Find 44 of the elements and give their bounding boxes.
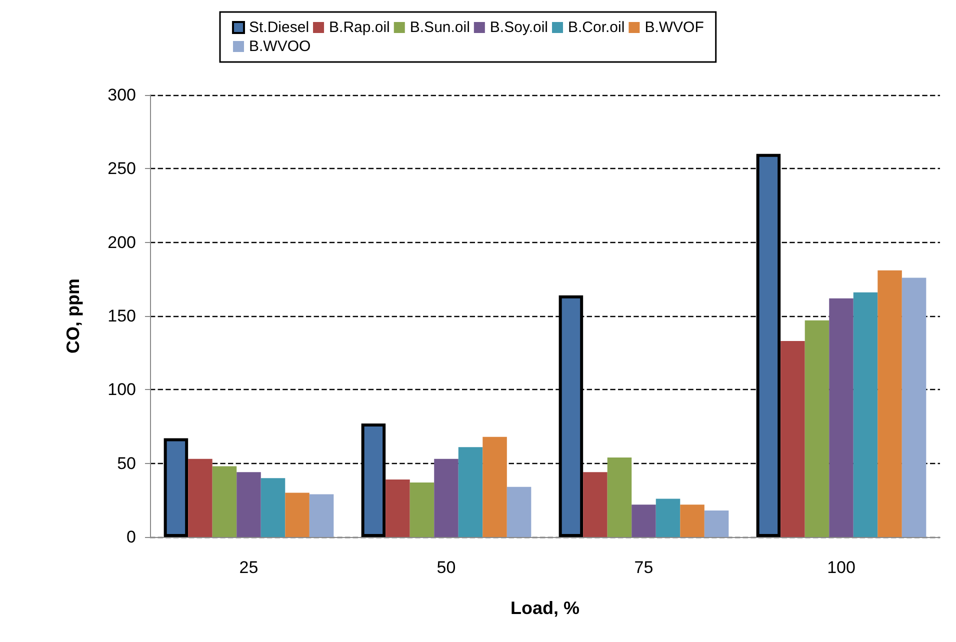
bar [680, 504, 704, 537]
x-tick-label: 100 [827, 558, 856, 577]
bar [236, 472, 261, 537]
bar [853, 292, 878, 537]
bar [656, 498, 680, 537]
legend-label: B.WVOO [249, 38, 311, 55]
y-tick-label: 200 [108, 232, 136, 252]
bar [632, 504, 656, 537]
x-axis-title: Load, % [510, 598, 580, 618]
bar [458, 447, 483, 537]
bar [188, 458, 212, 537]
x-tick-label: 75 [634, 558, 654, 577]
bar [878, 270, 902, 537]
legend-label: B.WVOF [644, 19, 704, 36]
y-tick-label: 50 [117, 454, 136, 473]
y-axis-title: CO, ppm [63, 278, 83, 354]
bar [482, 436, 507, 537]
legend-label: B.Cor.oil [568, 19, 625, 36]
legend-label: B.Sun.oil [410, 19, 470, 36]
bar [434, 458, 458, 537]
legend-label: St.Diesel [249, 19, 310, 36]
y-tick-label: 0 [126, 528, 136, 546]
bar [804, 320, 830, 537]
bar [309, 494, 334, 537]
bar [704, 510, 729, 537]
bar [902, 278, 926, 537]
y-tick-label: 150 [108, 306, 136, 326]
x-tick-label: 25 [239, 558, 258, 577]
y-tick-label: 100 [108, 380, 136, 400]
bar [829, 298, 854, 537]
legend-label: B.Rap.oil [329, 19, 390, 36]
bar [780, 341, 805, 537]
legend-label: B.Soy.oil [490, 19, 548, 36]
x-tick-label: 50 [436, 558, 456, 577]
bar [410, 482, 434, 537]
bar [260, 478, 286, 537]
y-tick-label: 300 [108, 86, 136, 104]
bar [506, 486, 532, 537]
bar [583, 472, 608, 537]
y-tick-label: 250 [108, 159, 136, 178]
bar [212, 466, 237, 537]
bar [607, 457, 632, 537]
bar [386, 480, 410, 537]
bar [285, 492, 310, 537]
